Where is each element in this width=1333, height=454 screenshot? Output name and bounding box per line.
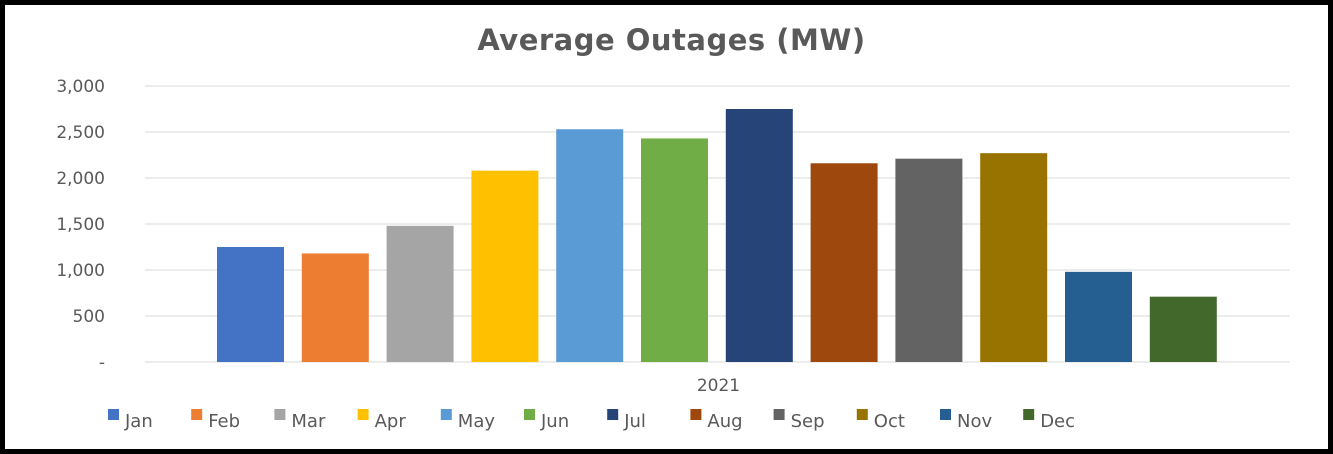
x-category-label: 2021: [697, 376, 740, 396]
bar-sep: [895, 158, 963, 362]
legend-label-apr: Apr: [375, 411, 407, 432]
legend-label-aug: Aug: [707, 411, 742, 432]
legend-swatch-mar: [274, 409, 286, 420]
legend-swatch-jul: [607, 409, 619, 420]
y-axis-ticks: - 500 1,000 1,500 2,000 2,500 3,000: [56, 77, 105, 373]
legend-label-mar: Mar: [291, 411, 326, 432]
bar-jul: [725, 109, 793, 362]
legend-swatch-feb: [191, 409, 203, 420]
y-tick-label: 500: [73, 307, 105, 327]
legend-label-nov: Nov: [957, 411, 992, 432]
bar-jan: [217, 247, 284, 362]
y-tick-label: 2,000: [56, 169, 105, 189]
bar-feb: [301, 253, 369, 362]
legend-label-jan: Jan: [124, 411, 153, 432]
legend-swatch-apr: [357, 409, 369, 420]
bar-apr: [471, 170, 539, 362]
legend-label-dec: Dec: [1040, 411, 1075, 432]
y-tick-label: 2,500: [56, 123, 105, 143]
bar-may: [556, 129, 624, 362]
bar-dec: [1149, 296, 1217, 362]
legend-label-jun: Jun: [540, 411, 569, 432]
legend-label-may: May: [458, 411, 496, 432]
bar-mar: [386, 225, 454, 362]
legend-label-oct: Oct: [874, 411, 905, 432]
legend-swatch-may: [440, 409, 452, 420]
legend-swatch-dec: [1023, 409, 1035, 420]
y-tick-label: -: [99, 353, 105, 373]
bar-oct: [980, 153, 1048, 362]
y-tick-label: 1,000: [56, 261, 105, 281]
legend-swatch-aug: [690, 409, 702, 420]
y-tick-label: 3,000: [56, 77, 105, 97]
bar-nov: [1065, 271, 1132, 362]
legend-label-feb: Feb: [208, 411, 240, 432]
y-tick-label: 1,500: [56, 215, 105, 235]
bars: [217, 109, 1217, 362]
legend-swatch-sep: [773, 409, 785, 420]
chart-title: Average Outages (MW): [477, 23, 866, 57]
legend-swatch-jun: [524, 409, 535, 420]
legend-swatch-jan: [108, 409, 119, 420]
legend-swatch-oct: [856, 409, 868, 420]
legend: Jan Feb Mar Apr May Jun Jul Aug Sep Oct Nov Dec: [108, 409, 1075, 432]
legend-swatch-nov: [940, 409, 951, 420]
bar-aug: [810, 163, 878, 362]
legend-label-jul: Jul: [623, 411, 646, 432]
legend-label-sep: Sep: [791, 411, 825, 432]
bar-jun: [641, 138, 708, 362]
